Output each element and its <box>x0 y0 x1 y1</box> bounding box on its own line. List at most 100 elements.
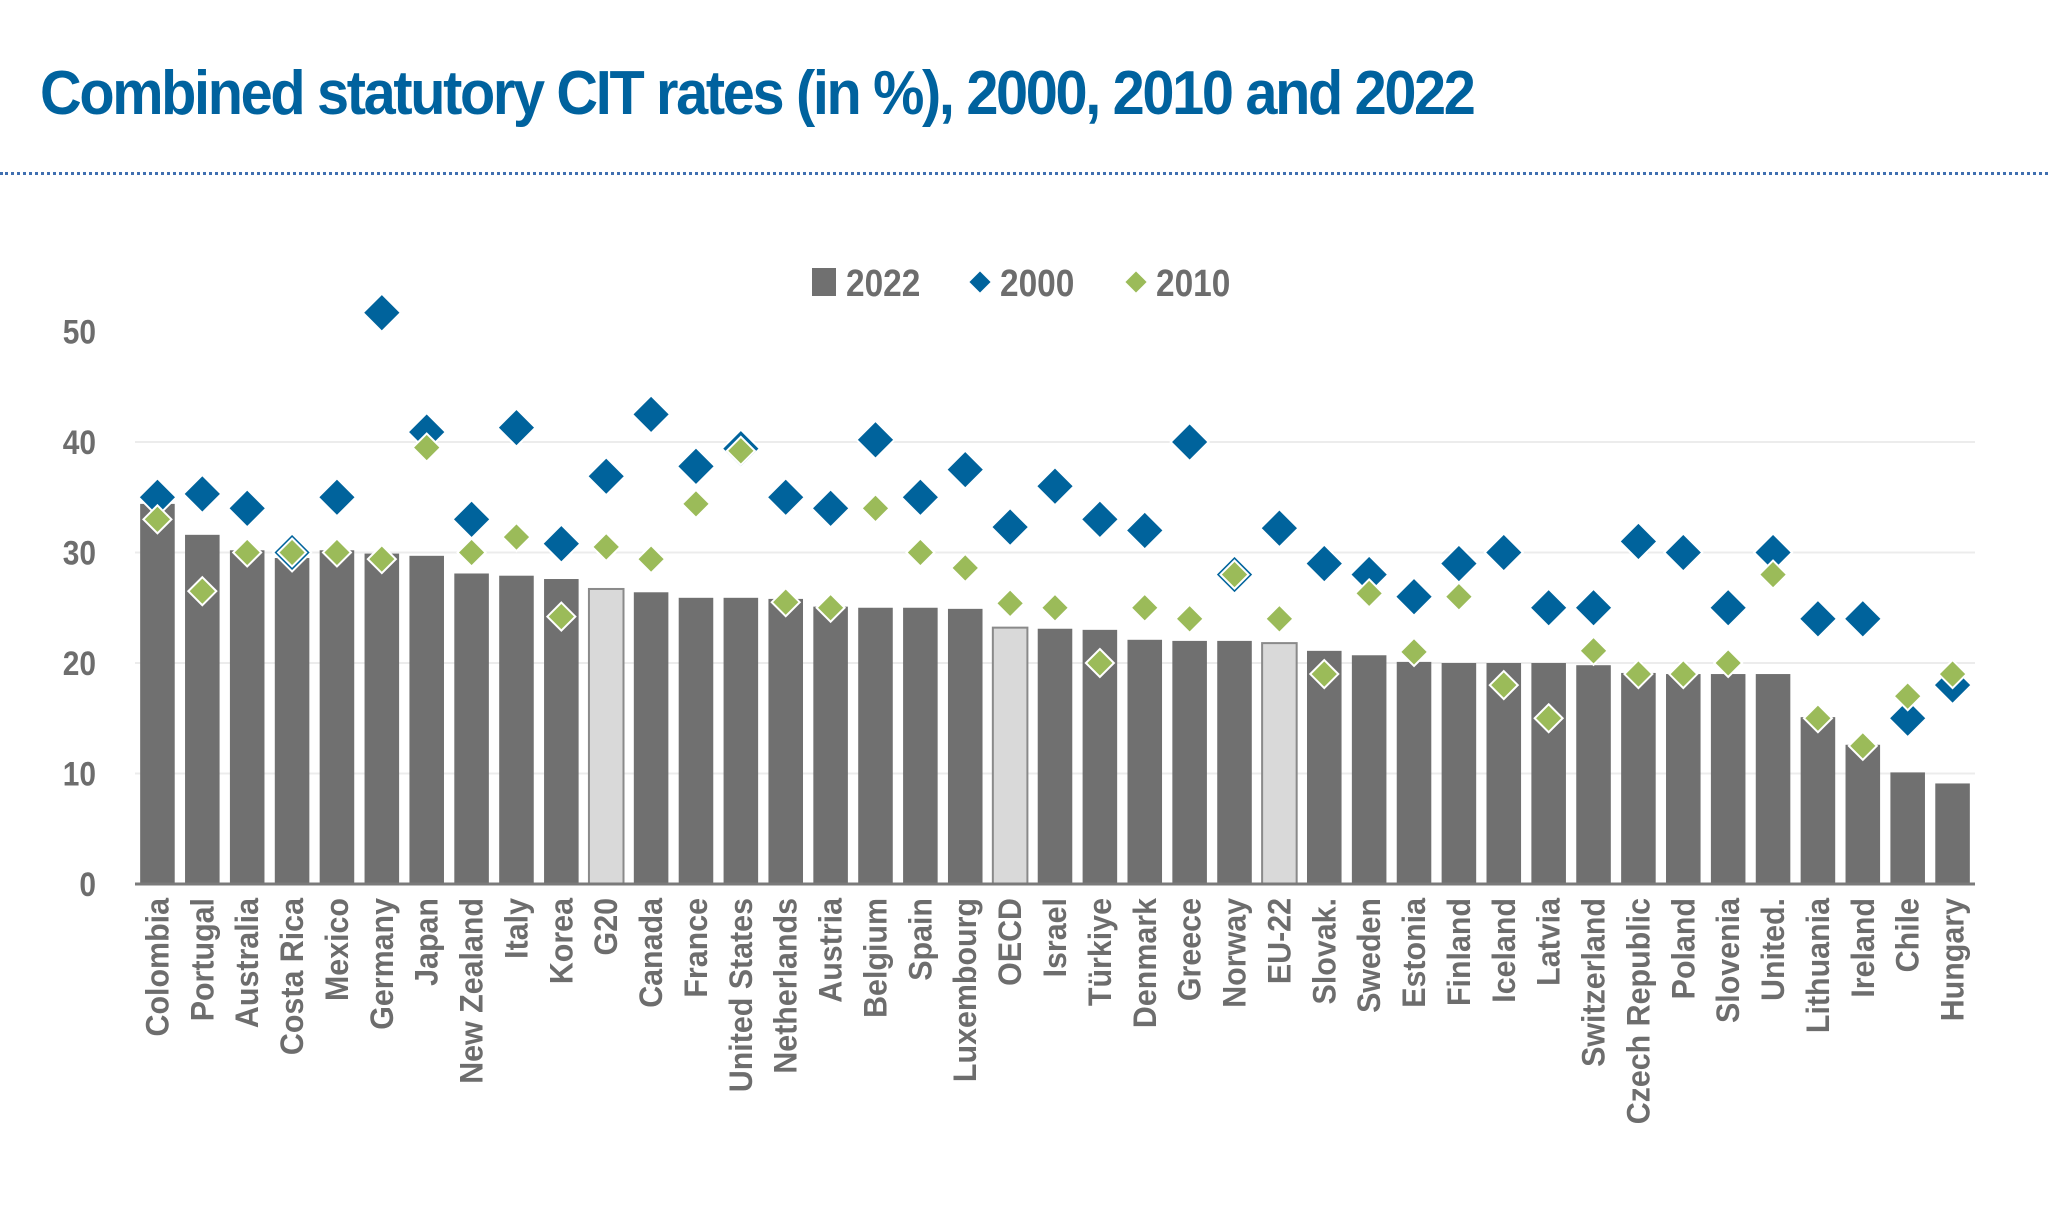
chart-title: Combined statutory CIT rates (in %), 200… <box>40 59 1476 128</box>
marker-2000 <box>989 506 1031 548</box>
bar-2022 <box>1306 650 1342 884</box>
bar-2022 <box>409 555 444 884</box>
marker-2010 <box>1757 559 1789 591</box>
x-tick-label: Mexico <box>319 898 355 1001</box>
bar-2022 <box>1576 665 1611 884</box>
marker-2010 <box>142 503 173 535</box>
marker-2010 <box>1084 647 1116 679</box>
x-tick-label: G20 <box>589 898 625 955</box>
x-tick-label: Estonia <box>1396 897 1432 1007</box>
x-tick-label: Denmark <box>1127 897 1163 1028</box>
bar-2022 <box>364 553 400 884</box>
x-tick-label: OECD <box>992 898 1028 986</box>
bar-2022 <box>723 597 759 884</box>
legend-label-2010: 2010 <box>1156 262 1230 304</box>
marker-2010 <box>545 601 577 633</box>
marker-2010 <box>1847 730 1879 762</box>
marker-2010 <box>231 537 263 568</box>
marker-2000 <box>1079 498 1121 540</box>
x-tick-label: Israel <box>1037 898 1073 977</box>
marker-2010 <box>994 587 1026 619</box>
x-tick-label: Slovak. <box>1307 898 1343 1004</box>
marker-2000 <box>361 292 403 334</box>
bar-2022 <box>858 607 893 884</box>
bar-2022 <box>1261 642 1298 885</box>
markers-2000 <box>137 292 1973 739</box>
x-tick-label: Czech Republic <box>1621 898 1657 1124</box>
bar-2022 <box>1172 640 1207 884</box>
legend-swatch-2000 <box>966 268 994 296</box>
bar-2022 <box>1037 628 1073 884</box>
x-tick-label: Latvia <box>1531 897 1567 985</box>
bar-2022 <box>678 597 714 884</box>
marker-2000 <box>496 407 537 449</box>
x-tick-label: Sweden <box>1351 898 1387 1013</box>
marker-2010 <box>1892 680 1924 712</box>
marker-2010 <box>770 586 802 618</box>
x-tick-label: Portugal <box>185 898 221 1021</box>
marker-2010 <box>1039 592 1071 624</box>
y-tick-label: 20 <box>63 644 96 682</box>
marker-2010 <box>186 575 218 607</box>
title-divider <box>0 172 2048 175</box>
marker-2010 <box>411 432 443 463</box>
bar-2022 <box>768 598 804 884</box>
bar-2022 <box>1351 655 1387 884</box>
x-tick-label: Türkiye <box>1082 898 1118 1006</box>
marker-2010 <box>1488 669 1520 701</box>
marker-2000 <box>1618 521 1659 562</box>
bar-2022 <box>140 503 175 884</box>
marker-2010 <box>1937 658 1968 690</box>
x-tick-label: Spain <box>903 898 939 981</box>
bar-2022 <box>1531 663 1566 884</box>
bar-2022 <box>1755 674 1791 884</box>
marker-2000 <box>1528 587 1570 629</box>
marker-2010 <box>1129 592 1161 624</box>
x-tick-label: Iceland <box>1486 898 1522 1003</box>
x-tick-label: Austria <box>813 897 849 1002</box>
marker-2010 <box>949 552 981 584</box>
marker-2000 <box>855 419 896 461</box>
marker-2000 <box>1573 587 1614 629</box>
y-tick-label: 10 <box>63 755 96 793</box>
marker-2010 <box>1667 658 1699 690</box>
bar-2022 <box>499 575 534 884</box>
marker-2010 <box>1533 702 1565 734</box>
marker-2000 <box>810 487 852 529</box>
x-tick-label: EU-22 <box>1262 898 1298 984</box>
marker-2010 <box>860 492 891 524</box>
marker-2000 <box>899 476 941 518</box>
marker-2000 <box>630 393 672 435</box>
x-tick-label: Norway <box>1217 897 1253 1007</box>
y-tick-label: 30 <box>63 534 96 572</box>
y-tick-label: 40 <box>63 423 96 461</box>
marker-2010 <box>635 543 667 575</box>
x-tick-label: New Zealand <box>454 898 490 1084</box>
bar-2022 <box>229 550 265 884</box>
bar-2022 <box>1621 672 1656 884</box>
x-tick-label: Australia <box>229 897 265 1028</box>
bar-2022 <box>274 558 310 884</box>
marker-2010 <box>680 488 712 520</box>
x-tick-label: Greece <box>1172 898 1208 1001</box>
bar-2022 <box>1800 717 1836 884</box>
marker-2010 <box>276 537 308 568</box>
marker-2000 <box>181 473 223 515</box>
x-tick-label: Lithuania <box>1800 897 1836 1033</box>
marker-2010 <box>1712 647 1744 679</box>
marker-2000 <box>1797 598 1839 640</box>
bar-2022 <box>1890 772 1925 884</box>
marker-2000 <box>1483 532 1525 573</box>
bar-2022 <box>633 592 669 884</box>
marker-2000 <box>540 523 582 565</box>
y-tick-label: 0 <box>79 865 96 903</box>
marker-2010 <box>501 521 532 553</box>
x-tick-label: Finland <box>1441 898 1477 1006</box>
bar-2022 <box>1935 783 1970 884</box>
marker-2000 <box>1393 576 1435 618</box>
legend-swatch-2022 <box>812 268 836 296</box>
bar-2022 <box>454 573 489 884</box>
marker-2000 <box>765 476 807 518</box>
bar-2022 <box>319 550 355 884</box>
marker-2000 <box>585 455 627 497</box>
